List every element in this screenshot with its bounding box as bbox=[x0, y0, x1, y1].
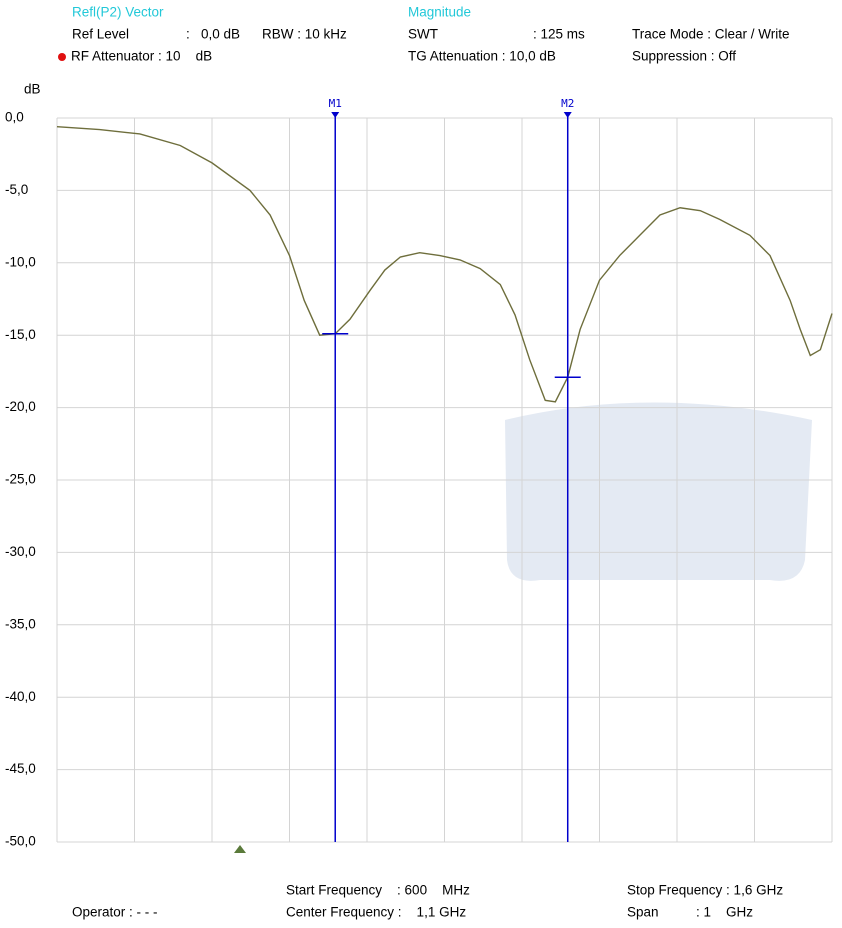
y-tick-label: -25,0 bbox=[5, 472, 36, 487]
tg-attenuation: TG Attenuation : 10,0 dB bbox=[408, 49, 556, 64]
suppression: Suppression : Off bbox=[632, 49, 736, 64]
format: Magnitude bbox=[408, 5, 471, 20]
span: Span : 1 GHz bbox=[627, 905, 753, 920]
marker-label: M2 bbox=[561, 97, 574, 110]
marker-head bbox=[563, 112, 572, 118]
y-tick-label: -10,0 bbox=[5, 254, 36, 269]
y-axis-label: dB bbox=[24, 82, 41, 97]
measurement: Refl(P2) Vector bbox=[72, 5, 164, 20]
operator: Operator : - - - bbox=[72, 905, 158, 920]
y-tick-label: -5,0 bbox=[5, 182, 28, 197]
rf-attenuator: RF Attenuator : 10 dB bbox=[71, 49, 212, 64]
swt-value: : 125 ms bbox=[533, 27, 585, 42]
y-tick-label: -45,0 bbox=[5, 761, 36, 776]
y-tick-label: -50,0 bbox=[5, 834, 36, 849]
start-frequency: Start Frequency : 600 MHz bbox=[286, 883, 470, 898]
watermark bbox=[505, 402, 812, 581]
marker-head bbox=[331, 112, 340, 118]
ref-level-value: : 0,0 dB bbox=[186, 27, 240, 42]
center-frequency: Center Frequency : 1,1 GHz bbox=[286, 905, 466, 920]
trace bbox=[56, 125, 833, 403]
trace-mode: Trace Mode : Clear / Write bbox=[632, 27, 790, 42]
y-tick-label: -40,0 bbox=[5, 689, 36, 704]
y-tick-label: 0,0 bbox=[5, 110, 24, 125]
y-tick-label: -35,0 bbox=[5, 616, 36, 631]
status-dot bbox=[58, 53, 66, 61]
swt: SWT bbox=[408, 27, 438, 42]
stop-frequency: Stop Frequency : 1,6 GHz bbox=[627, 883, 783, 898]
marker-label: M1 bbox=[329, 97, 342, 110]
y-tick-label: -15,0 bbox=[5, 327, 36, 342]
ref-level: Ref Level bbox=[72, 27, 129, 42]
rbw: RBW : 10 kHz bbox=[262, 27, 347, 42]
y-tick-label: -30,0 bbox=[5, 544, 36, 559]
y-tick-label: -20,0 bbox=[5, 399, 36, 414]
reference-marker bbox=[234, 845, 246, 853]
